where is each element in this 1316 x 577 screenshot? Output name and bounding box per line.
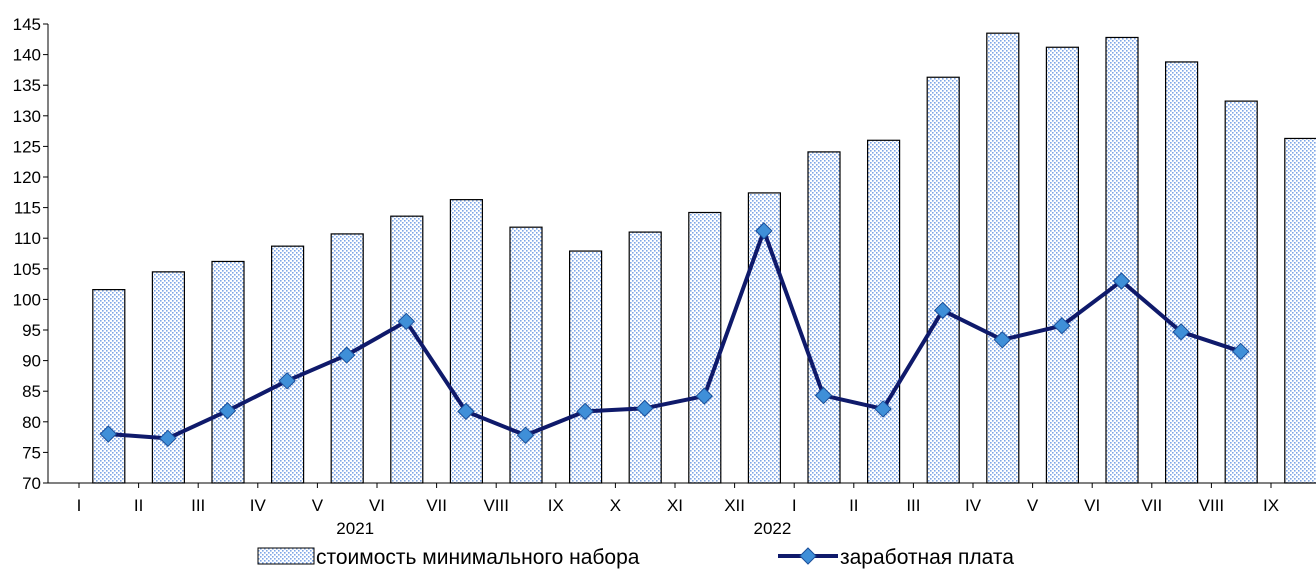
line-marker (814, 386, 833, 405)
line-marker (576, 402, 594, 421)
line-marker (397, 312, 416, 331)
x-tick-label: VII (1141, 496, 1162, 515)
line-marker (1053, 317, 1071, 335)
y-tick-label: 85 (22, 382, 41, 401)
bar (986, 32, 1020, 484)
legend-line-label: заработная плата (840, 546, 1014, 569)
x-tick-label: VII (426, 496, 447, 515)
bar (211, 260, 245, 484)
x-tick-label: II (134, 496, 143, 515)
x-tick-label: I (792, 496, 797, 515)
x-axis: I II III IV V VI VII VIII IX X XI XII I II III IV V VI VII… (48, 482, 1312, 538)
y-tick-label: 90 (22, 352, 41, 371)
x-tick-label: V (1027, 496, 1039, 515)
year-label: 2022 (753, 519, 791, 538)
bar (271, 245, 305, 484)
year-label: 2021 (336, 519, 374, 538)
x-tick-label: VI (1084, 496, 1100, 515)
x-tick-label: III (906, 496, 920, 515)
x-tick-label: IX (548, 496, 564, 515)
x-tick-label: VI (369, 496, 385, 515)
legend-bar-swatch (257, 547, 315, 565)
bar (509, 226, 543, 484)
x-tick-label: IX (1263, 496, 1279, 515)
x-tick-label: V (312, 496, 324, 515)
y-tick-label: 130 (13, 107, 41, 126)
y-tick-label: 70 (22, 474, 41, 493)
line-marker (516, 426, 535, 444)
line-marker (1231, 342, 1250, 361)
line-marker (1112, 272, 1131, 290)
y-tick-label: 115 (14, 199, 41, 218)
bar (688, 211, 722, 484)
y-axis: 70 75 80 85 90 95 100 105 110 115 120 125 130 135 140 1… (13, 15, 49, 493)
bar (807, 151, 841, 484)
line-marker (278, 372, 296, 390)
bar (628, 231, 662, 484)
x-tick-label: III (191, 496, 205, 515)
bar (926, 76, 960, 484)
legend: стоимость минимального набора заработная … (257, 546, 1014, 569)
bar (1045, 46, 1080, 484)
x-tick-label: IV (250, 496, 267, 515)
x-tick-label: VIII (483, 496, 509, 515)
legend-bar-label: стоимость минимального набора (316, 546, 640, 569)
legend-line-marker (799, 547, 817, 565)
line-marker (1172, 323, 1190, 341)
y-tick-label: 80 (22, 413, 41, 432)
line-marker (159, 429, 177, 448)
line-marker (218, 402, 237, 420)
line-marker (933, 301, 952, 320)
bar (1164, 61, 1199, 484)
x-tick-label: II (849, 496, 858, 515)
x-tick-label: I (77, 496, 82, 515)
y-tick-label: 75 (22, 443, 41, 462)
x-tick-label: XII (724, 496, 745, 515)
line-marker (755, 222, 773, 240)
line-marker (874, 400, 892, 418)
line-marker (635, 399, 654, 418)
line-marker (99, 425, 118, 443)
y-tick-label: 140 (13, 46, 41, 65)
x-tick-label: X (610, 496, 621, 515)
y-tick-label: 105 (13, 260, 41, 279)
bar (449, 199, 483, 484)
line-series (99, 222, 1250, 448)
bar (151, 271, 185, 484)
bar (568, 250, 603, 484)
y-tick-label: 120 (13, 168, 41, 187)
line-marker (337, 346, 356, 364)
bar-series (92, 32, 1316, 484)
line-path (108, 228, 1242, 441)
bar (1105, 36, 1139, 484)
line-marker (457, 402, 475, 421)
y-tick-label: 110 (14, 229, 41, 248)
x-tick-label: VIII (1199, 496, 1225, 515)
line-marker (695, 387, 714, 405)
bar (747, 192, 782, 484)
line-marker (993, 331, 1012, 349)
bar (866, 139, 901, 484)
bar (1284, 137, 1316, 484)
x-tick-label: IV (965, 496, 982, 515)
bar (390, 215, 424, 484)
x-tick-label: XI (667, 496, 683, 515)
bar (1224, 100, 1258, 484)
y-tick-label: 125 (13, 137, 41, 156)
y-tick-label: 100 (13, 290, 41, 309)
y-tick-label: 95 (22, 321, 41, 340)
y-tick-label: 145 (13, 15, 41, 34)
bar (92, 289, 126, 484)
y-tick-label: 135 (13, 76, 41, 95)
